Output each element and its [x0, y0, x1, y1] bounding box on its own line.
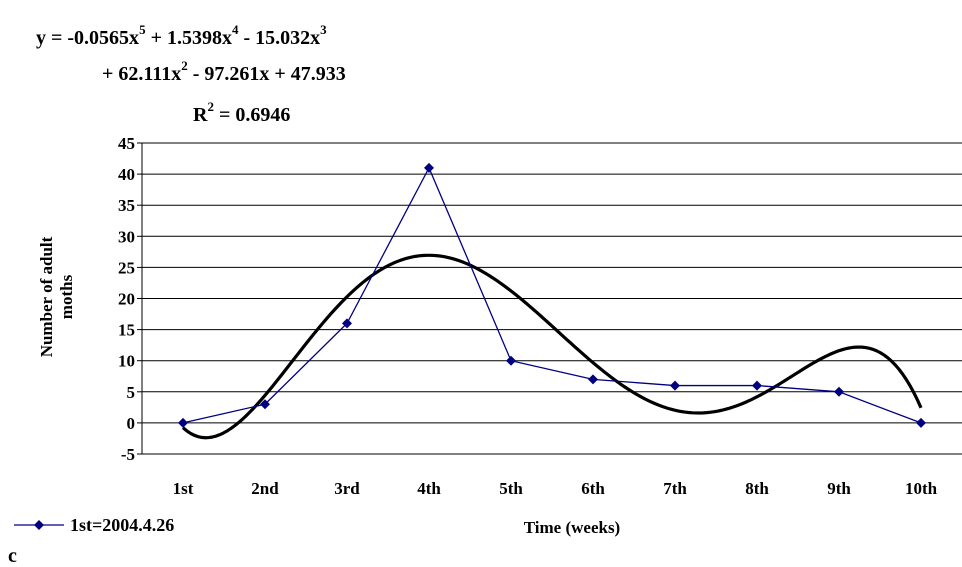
series-group [178, 162, 926, 428]
y-tick-label: 25 [118, 258, 135, 277]
panel-label: c [8, 545, 17, 567]
x-axis-title: Time (weeks) [524, 518, 620, 537]
r-squared: R2 = 0.6946 [193, 99, 290, 126]
gridlines [142, 142, 962, 455]
y-tick-label: 35 [118, 196, 135, 215]
y-tick-label: 30 [118, 227, 135, 246]
y-tick-label: 5 [127, 383, 136, 402]
equation-line-2: + 62.111x2 - 97.261x + 47.933 [102, 58, 346, 85]
y-tick-label: 0 [127, 414, 136, 433]
y-tick-label: 15 [118, 321, 135, 340]
data-point[interactable] [588, 374, 598, 385]
data-point[interactable] [670, 380, 680, 391]
x-tick-label: 8th [745, 479, 769, 498]
series-line [182, 166, 922, 424]
x-tick-label: 7th [663, 479, 687, 498]
y-axis-title-line-2: moths [57, 274, 76, 319]
y-tick-label: -5 [121, 445, 135, 464]
x-tick-label: 1st [173, 479, 194, 498]
x-tick-label: 2nd [251, 479, 279, 498]
legend-diamond-marker [34, 520, 44, 530]
x-tick-label: 10th [905, 479, 938, 498]
trendline [181, 253, 923, 440]
trendline-equation: y = -0.0565x5 + 1.5398x4 - 15.032x3 + 62… [36, 22, 346, 126]
x-axis-ticks: 1st 2nd 3rd 4th 5th 6th 7th 8th 9th 10th [173, 479, 938, 498]
data-point[interactable] [752, 380, 762, 391]
data-point[interactable] [178, 417, 188, 428]
legend-label: 1st=2004.4.26 [70, 515, 174, 535]
y-axis-title: Number of adult [37, 236, 56, 357]
x-tick-label: 5th [499, 479, 523, 498]
data-point[interactable] [260, 399, 270, 410]
legend[interactable]: 1st=2004.4.26 [14, 515, 174, 535]
data-point[interactable] [916, 417, 926, 428]
x-tick-label: 3rd [334, 479, 360, 498]
x-tick-label: 4th [417, 479, 441, 498]
data-point[interactable] [342, 318, 352, 329]
x-tick-label: 9th [827, 479, 851, 498]
y-tick-label: 45 [118, 134, 135, 153]
y-tick-label: 20 [118, 290, 135, 309]
data-point[interactable] [424, 162, 434, 173]
y-tick-label: 40 [118, 165, 135, 184]
trendline-path [181, 253, 923, 440]
equation-line-1: y = -0.0565x5 + 1.5398x4 - 15.032x3 [36, 22, 327, 49]
y-axis-ticks: -5 0 5 10 15 20 25 30 35 40 45 [118, 134, 142, 464]
data-point[interactable] [506, 355, 516, 366]
data-point[interactable] [834, 386, 844, 397]
y-tick-label: 10 [118, 352, 135, 371]
x-tick-label: 6th [581, 479, 605, 498]
